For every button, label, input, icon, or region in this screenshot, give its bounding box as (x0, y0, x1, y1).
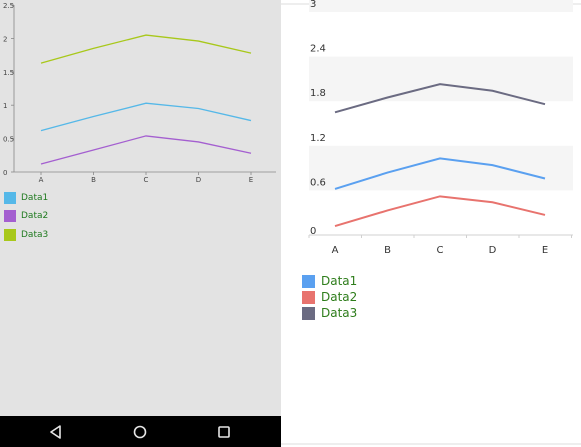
right-legend-item-data3: Data3 (302, 306, 357, 320)
right-chart-legend: Data1 Data2 Data3 (302, 274, 452, 324)
x-tick-label: A (39, 176, 44, 184)
recents-square-icon (218, 425, 230, 438)
x-tick-label: B (91, 176, 96, 184)
left-line-chart: 0 0.5 1 1.5 2 2.5 A B C D E (3, 2, 276, 184)
x-tick-label: D (489, 245, 497, 256)
legend-label: Data3 (321, 306, 358, 320)
left-chart-panel: 0 0.5 1 1.5 2 2.5 A B C D E Data1 Data2 Data3 (0, 0, 281, 447)
y-tick-label: 1.8 (310, 88, 326, 99)
left-chart-legend: Data1 Data2 Data3 (4, 192, 124, 252)
legend-swatch (302, 290, 315, 304)
legend-swatch (4, 210, 16, 222)
y-tick-label: 1 (3, 102, 7, 110)
right-line-chart: 0 0.6 1.2 1.8 2.4 3 A B C D E (281, 0, 581, 445)
legend-label: Data1 (321, 274, 358, 288)
right-chart-panel: 0 0.6 1.2 1.8 2.4 3 A B C D E Data1 Data2 Data3 (281, 0, 581, 447)
back-triangle-icon (50, 424, 61, 439)
series-line-data2 (334, 195, 546, 228)
y-tick-label: 1.5 (3, 69, 14, 77)
y-tick-label: 0 (3, 169, 7, 177)
grid-band (309, 0, 573, 12)
y-tick-label: 0.5 (3, 136, 14, 144)
y-tick-label: 0.6 (310, 177, 326, 188)
y-tick-label: 2.5 (3, 2, 14, 10)
series-line-data2 (40, 135, 252, 165)
x-tick-label: C (144, 176, 149, 184)
x-tick-label: C (437, 245, 444, 256)
legend-swatch (302, 306, 315, 320)
left-legend-item-data3: Data3 (4, 229, 48, 241)
android-nav-bar (0, 416, 281, 447)
grid-band (309, 56, 573, 102)
right-legend-item-data1: Data1 (302, 274, 357, 288)
x-tick-label: B (384, 245, 391, 256)
back-button[interactable] (36, 416, 76, 447)
right-legend-item-data2: Data2 (302, 290, 357, 304)
x-tick-label: D (196, 176, 201, 184)
recents-button[interactable] (204, 416, 244, 447)
series-line-data1 (40, 102, 252, 132)
left-legend-item-data2: Data2 (4, 210, 48, 222)
y-tick-label: 2.4 (310, 44, 326, 55)
legend-label: Data3 (21, 230, 49, 240)
legend-label: Data1 (21, 193, 49, 203)
series-line-data3 (334, 83, 546, 114)
legend-label: Data2 (21, 211, 49, 221)
x-tick-label: E (542, 245, 548, 256)
x-tick-label: E (249, 176, 253, 184)
y-tick-label: 2 (3, 35, 7, 43)
y-tick-label: 3 (310, 0, 316, 10)
left-legend-item-data1: Data1 (4, 192, 48, 204)
legend-swatch (4, 229, 16, 241)
x-tick-label: A (332, 245, 339, 256)
y-tick-label: 1.2 (310, 133, 326, 144)
legend-swatch (4, 192, 16, 204)
series-line-data1 (334, 157, 546, 190)
home-circle-icon (133, 425, 147, 438)
legend-label: Data2 (321, 290, 358, 304)
series-line-data3 (40, 34, 252, 64)
y-tick-label: 0 (310, 226, 316, 237)
legend-swatch (302, 274, 315, 288)
home-button[interactable] (120, 416, 160, 447)
